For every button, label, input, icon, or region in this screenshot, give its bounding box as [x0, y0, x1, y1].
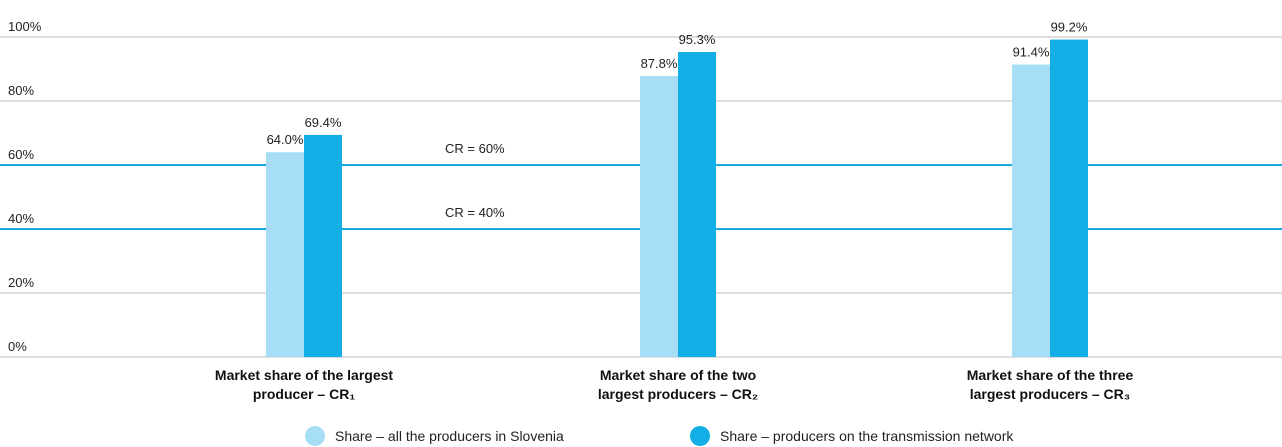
legend-item: Share – all the producers in Slovenia	[305, 426, 564, 446]
bar	[678, 52, 716, 357]
legend-swatch	[690, 426, 710, 446]
bar	[304, 134, 342, 357]
legend-label: Share – producers on the transmission ne…	[720, 428, 1014, 444]
y-tick-label: 0%	[8, 339, 27, 354]
y-tick-label: 100%	[8, 19, 42, 34]
y-tick-label: 60%	[8, 147, 34, 162]
bar	[640, 76, 678, 357]
data-label: 69.4%	[305, 115, 342, 130]
legend-label: Share – all the producers in Slovenia	[335, 428, 564, 444]
data-label: 91.4%	[1013, 45, 1050, 60]
reference-label: CR = 40%	[445, 205, 505, 220]
x-tick-label: Market share of the two largest producer…	[597, 367, 759, 402]
data-label: 99.2%	[1051, 20, 1088, 35]
bar	[1050, 39, 1088, 358]
bar	[266, 152, 304, 357]
y-tick-label: 80%	[8, 83, 34, 98]
bar	[1012, 64, 1050, 358]
y-tick-label: 20%	[8, 275, 34, 290]
legend-swatch	[305, 426, 325, 446]
reference-label: CR = 60%	[445, 141, 505, 156]
x-tick-label: Market share of the largest producer – C…	[214, 367, 394, 402]
x-tick-label: Market share of the three largest produc…	[966, 367, 1134, 402]
legend-item: Share – producers on the transmission ne…	[690, 426, 1013, 446]
y-tick-label: 40%	[8, 211, 34, 226]
data-label: 64.0%	[267, 132, 304, 147]
data-label: 87.8%	[641, 56, 678, 71]
data-label: 95.3%	[679, 32, 716, 47]
